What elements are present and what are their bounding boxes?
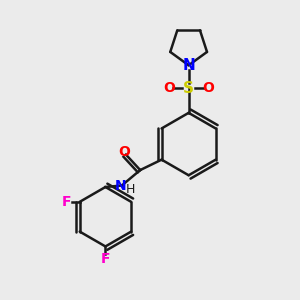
Text: H: H [125, 183, 135, 196]
Text: F: F [101, 252, 110, 266]
Text: O: O [118, 145, 130, 159]
Text: O: O [164, 82, 175, 95]
Text: N: N [115, 178, 126, 193]
Text: S: S [183, 81, 194, 96]
Text: N: N [182, 58, 195, 73]
Text: O: O [202, 82, 214, 95]
Text: F: F [62, 195, 72, 209]
